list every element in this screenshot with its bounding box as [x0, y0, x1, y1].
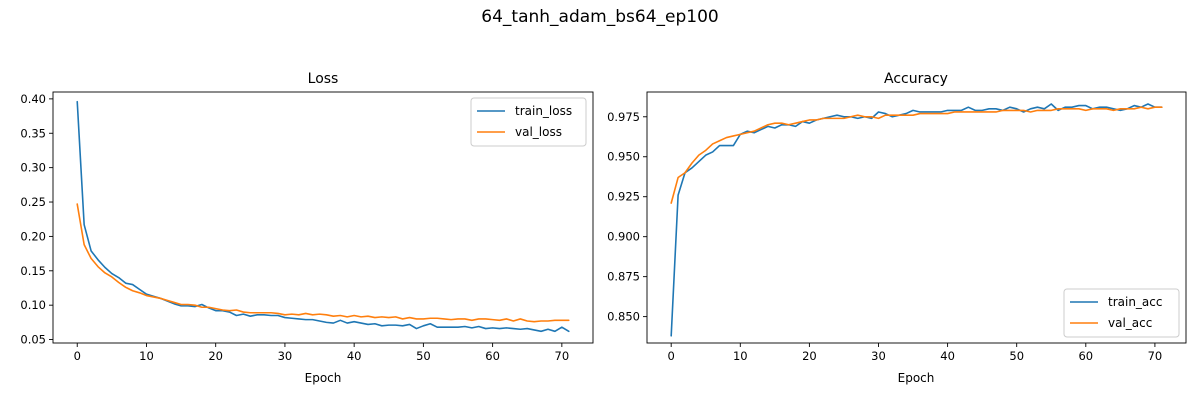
accuracy-xtick-label: 50 [1009, 349, 1024, 363]
figure-suptitle: 64_tanh_adam_bs64_ep100 [481, 7, 718, 27]
loss-legend: train_loss val_loss [470, 97, 587, 147]
accuracy-ytick-label: 0.950 [607, 150, 640, 164]
accuracy-ytick-label: 0.875 [607, 270, 640, 284]
accuracy-legend-box [1063, 288, 1180, 338]
loss-chart-title: Loss [308, 71, 339, 87]
loss-ytick-label: 0.05 [20, 333, 46, 347]
accuracy-xtick-label: 60 [1078, 349, 1093, 363]
accuracy-xtick-label: 20 [802, 349, 817, 363]
loss-xtick-label: 70 [555, 349, 570, 363]
loss-xtick-label: 60 [485, 349, 500, 363]
accuracy-chart-title: Accuracy [884, 71, 948, 87]
accuracy-xtick-label: 10 [733, 349, 748, 363]
accuracy-xtick-label: 0 [668, 349, 675, 363]
loss-ytick-label: 0.25 [20, 195, 46, 209]
train_acc-legend-label: train_acc [1108, 295, 1162, 309]
accuracy-ytick-label: 0.975 [607, 110, 640, 124]
loss-ytick-label: 0.20 [20, 229, 46, 243]
loss-xtick-label: 20 [208, 349, 223, 363]
loss-legend-box [470, 97, 587, 147]
val_loss-legend-label: val_loss [515, 125, 562, 139]
loss-axes-frame [52, 91, 594, 344]
loss-xtick-label: 50 [416, 349, 431, 363]
accuracy-xtick-label: 30 [871, 349, 886, 363]
accuracy-chart-xlabel: Epoch [898, 371, 935, 385]
accuracy-chart: Accuracy Epoch 0 10 20 30 40 50 60 70 0.850 0.875… [607, 71, 1187, 385]
loss-ytick-label: 0.35 [20, 126, 46, 140]
accuracy-ytick-label: 0.850 [607, 310, 640, 324]
val_acc-line [670, 106, 1163, 204]
loss-chart: Loss Epoch 0 10 20 30 40 50 60 70 0.05 0.10 0.15 0.… [20, 71, 594, 385]
accuracy-xtick-label: 40 [940, 349, 955, 363]
loss-xtick-label: 10 [139, 349, 154, 363]
train_loss-legend-label: train_loss [515, 104, 572, 118]
loss-ytick-label: 0.15 [20, 264, 46, 278]
accuracy-ytick-label: 0.900 [607, 230, 640, 244]
loss-xtick-label: 30 [278, 349, 293, 363]
loss-chart-xlabel: Epoch [305, 371, 342, 385]
accuracy-xtick-label: 70 [1148, 349, 1163, 363]
train_acc-line [670, 103, 1163, 337]
accuracy-axes-frame [646, 91, 1187, 344]
loss-ytick-label: 0.10 [20, 298, 46, 312]
val_acc-legend-label: val_acc [1108, 316, 1152, 330]
loss-xtick-label: 0 [74, 349, 81, 363]
loss-ytick-label: 0.40 [20, 92, 46, 106]
accuracy-legend: train_acc val_acc [1063, 288, 1180, 338]
val_loss-line [76, 203, 570, 323]
loss-xtick-label: 40 [347, 349, 362, 363]
loss-ytick-label: 0.30 [20, 161, 46, 175]
accuracy-ytick-label: 0.925 [607, 190, 640, 204]
